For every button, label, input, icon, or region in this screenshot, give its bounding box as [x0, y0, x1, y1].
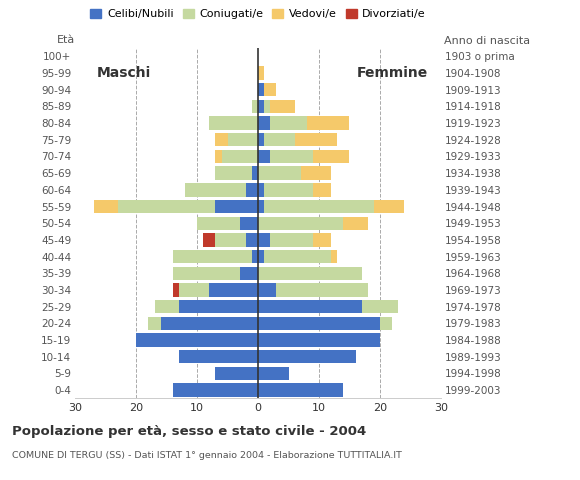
Bar — [258, 133, 264, 146]
Bar — [228, 133, 258, 146]
Bar — [258, 167, 301, 180]
Bar — [161, 317, 258, 330]
Bar — [258, 384, 343, 397]
Bar — [270, 100, 295, 113]
Bar — [313, 183, 331, 196]
Bar — [197, 216, 240, 230]
Text: Popolazione per età, sesso e stato civile - 2004: Popolazione per età, sesso e stato civil… — [12, 425, 366, 438]
Text: Maschi: Maschi — [97, 66, 151, 80]
Bar — [258, 317, 380, 330]
Bar — [270, 150, 313, 163]
Bar — [264, 200, 374, 213]
Text: COMUNE DI TERGU (SS) - Dati ISTAT 1° gennaio 2004 - Elaborazione TUTTITALIA.IT: COMUNE DI TERGU (SS) - Dati ISTAT 1° gen… — [12, 451, 401, 460]
Bar — [94, 200, 118, 213]
Bar — [204, 233, 216, 247]
Bar — [179, 350, 258, 363]
Bar — [185, 183, 246, 196]
Bar — [343, 216, 368, 230]
Bar — [246, 233, 258, 247]
Bar — [362, 300, 398, 313]
Bar — [270, 233, 313, 247]
Bar — [246, 183, 258, 196]
Text: Femmine: Femmine — [357, 66, 427, 80]
Bar — [258, 367, 289, 380]
Bar — [258, 100, 264, 113]
Bar — [270, 117, 307, 130]
Bar — [154, 300, 179, 313]
Text: Anno di nascita: Anno di nascita — [444, 36, 530, 46]
Bar — [173, 384, 258, 397]
Bar — [264, 100, 270, 113]
Bar — [295, 133, 338, 146]
Bar — [216, 200, 258, 213]
Bar — [331, 250, 337, 263]
Bar — [258, 250, 264, 263]
Bar — [258, 300, 362, 313]
Bar — [313, 150, 349, 163]
Bar — [258, 233, 270, 247]
Bar — [179, 283, 209, 297]
Bar — [240, 216, 258, 230]
Bar — [209, 117, 258, 130]
Bar — [301, 167, 331, 180]
Bar — [173, 250, 252, 263]
Bar — [252, 250, 258, 263]
Bar — [252, 167, 258, 180]
Bar — [179, 300, 258, 313]
Bar — [264, 183, 313, 196]
Bar — [380, 317, 392, 330]
Bar — [258, 350, 356, 363]
Bar — [258, 283, 276, 297]
Bar — [313, 233, 331, 247]
Bar — [258, 216, 343, 230]
Bar — [264, 83, 276, 96]
Bar — [216, 150, 222, 163]
Bar — [258, 266, 362, 280]
Bar — [258, 150, 270, 163]
Bar — [216, 233, 246, 247]
Bar — [258, 333, 380, 347]
Bar — [173, 266, 240, 280]
Bar — [258, 117, 270, 130]
Bar — [258, 83, 264, 96]
Bar — [374, 200, 404, 213]
Bar — [276, 283, 368, 297]
Bar — [307, 117, 349, 130]
Bar — [252, 100, 258, 113]
Bar — [222, 150, 258, 163]
Bar — [216, 133, 228, 146]
Text: Età: Età — [57, 35, 75, 45]
Bar — [136, 333, 258, 347]
Bar — [216, 367, 258, 380]
Bar — [209, 283, 258, 297]
Legend: Celibi/Nubili, Coniugati/e, Vedovi/e, Divorziati/e: Celibi/Nubili, Coniugati/e, Vedovi/e, Di… — [86, 4, 430, 24]
Bar — [258, 183, 264, 196]
Bar — [216, 167, 252, 180]
Bar — [240, 266, 258, 280]
Bar — [118, 200, 216, 213]
Bar — [258, 66, 264, 80]
Bar — [264, 133, 295, 146]
Bar — [258, 200, 264, 213]
Bar — [173, 283, 179, 297]
Bar — [264, 250, 331, 263]
Bar — [148, 317, 161, 330]
